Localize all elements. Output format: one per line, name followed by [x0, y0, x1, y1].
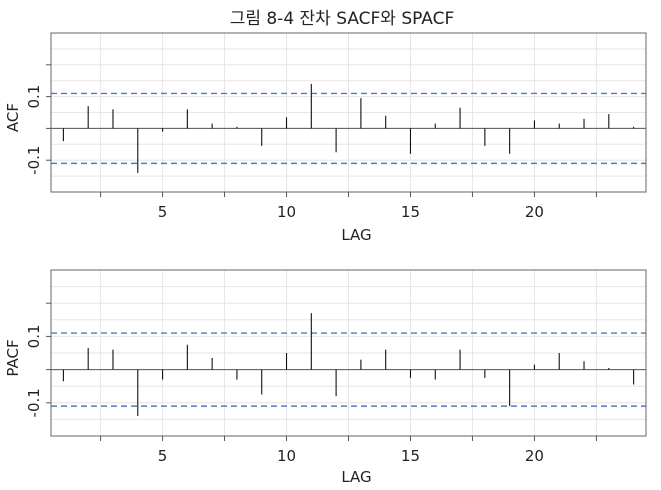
pacf-y-axis-label: PACF — [4, 339, 22, 376]
acf-xtick-label: 15 — [401, 203, 420, 221]
acf-x-axis-label: LAG — [341, 226, 371, 244]
pacf-ytick-label: -0.1 — [25, 388, 43, 417]
chart-title: 그림 8-4 잔차 SACF와 SPACF — [230, 9, 455, 29]
acf-xtick-label: 10 — [277, 203, 296, 221]
acf-y-axis-label: ACF — [4, 103, 22, 132]
pacf-xtick-label: 15 — [401, 447, 420, 465]
pacf-x-axis-label: LAG — [341, 468, 371, 486]
acf-ytick-label: -0.1 — [25, 146, 43, 175]
acf-xtick-label: 20 — [525, 203, 544, 221]
acf-xtick-label: 5 — [158, 203, 168, 221]
pacf-xtick-label: 5 — [158, 447, 168, 465]
acf-grid — [51, 33, 646, 192]
pacf-panel: 5 10 15 20 -0.1 0.1 LAG PACF — [4, 269, 647, 486]
pacf-ytick-label: 0.1 — [25, 324, 43, 348]
pacf-xtick-label: 10 — [277, 447, 296, 465]
pacf-grid — [51, 270, 646, 436]
pacf-xtick-label: 20 — [525, 447, 544, 465]
acf-ytick-label: 0.1 — [25, 85, 43, 109]
acf-panel: 5 10 15 20 -0.1 0.1 LAG ACF — [4, 32, 647, 244]
